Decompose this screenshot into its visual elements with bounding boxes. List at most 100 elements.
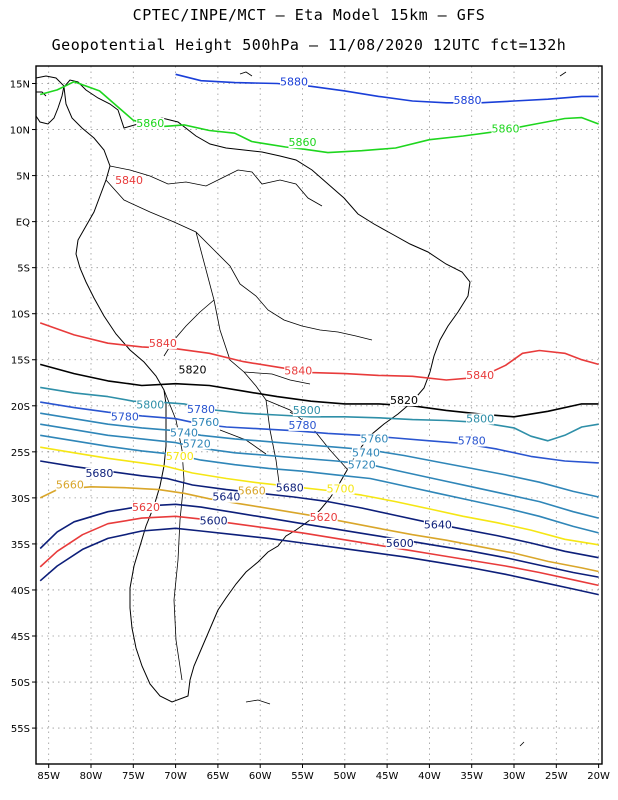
lon-tick-label: 35W (460, 771, 483, 782)
contour-label-5660: 5660 (56, 479, 84, 492)
lon-tick-label: 20W (587, 771, 610, 782)
contour-label-bg (453, 94, 482, 106)
contour-label-bg (309, 511, 338, 523)
lat-tick-label: 45S (11, 632, 30, 643)
lat-tick-label: 10S (11, 310, 30, 321)
contour-label-5740: 5740 (170, 426, 198, 439)
contour-label-bg (186, 404, 215, 416)
lat-tick-label: 15S (11, 356, 30, 367)
contour-label-bg (280, 76, 309, 88)
contour-label-bg (423, 519, 452, 531)
contour-label-5860: 5860 (136, 117, 164, 130)
lat-tick-label: 5N (16, 172, 30, 183)
lon-tick-label: 65W (207, 771, 230, 782)
country-borders (105, 165, 373, 681)
contour-label-bg (466, 413, 495, 425)
contour-label-5800: 5800 (136, 399, 164, 412)
contour-label-bg (360, 433, 389, 445)
contour-label-bg (178, 364, 207, 376)
contour-label-bg (115, 174, 144, 186)
contour-label-5640: 5640 (424, 518, 452, 531)
contour-5860 (39, 80, 599, 154)
central-america-coastline (35, 75, 65, 125)
contour-label-bg (275, 482, 304, 494)
contour-5660 (39, 486, 599, 573)
contour-label-5780: 5780 (187, 403, 215, 416)
contour-label-5780: 5780 (111, 411, 139, 424)
contour-label-5760: 5760 (191, 416, 219, 429)
contour-label-5880: 5880 (453, 94, 481, 107)
contour-label-5840: 5840 (149, 337, 177, 350)
contour-label-5660: 5660 (238, 484, 266, 497)
islands (239, 71, 567, 747)
contour-5820 (39, 363, 599, 418)
contour-label-bg (385, 537, 414, 549)
contour-label-5800: 5800 (293, 404, 321, 417)
contour-label-5600: 5600 (200, 515, 228, 528)
lat-tick-label: 20S (11, 402, 30, 413)
lat-tick-label: 30S (11, 494, 30, 505)
contour-label-5680: 5680 (276, 482, 304, 495)
contour-label-bg (136, 117, 165, 129)
contour-label-bg (182, 438, 211, 450)
lat-tick-label: 5S (17, 264, 30, 275)
lon-tick-label: 80W (80, 771, 103, 782)
contour-label-5820: 5820 (390, 394, 418, 407)
contour-label-bg (199, 515, 228, 527)
lat-tick-label: 15N (10, 79, 30, 90)
contour-5880 (175, 73, 599, 104)
contour-label-5780: 5780 (289, 419, 317, 432)
lon-tick-label: 25W (545, 771, 568, 782)
contour-label-5840: 5840 (115, 174, 143, 187)
lat-tick-label: 55S (11, 724, 30, 735)
contour-label-bg (347, 459, 376, 471)
contour-label-5860: 5860 (289, 136, 317, 149)
lon-tick-label: 30W (503, 771, 526, 782)
contour-label-bg (351, 447, 380, 459)
contour-label-bg (491, 123, 520, 135)
lon-tick-label: 85W (37, 771, 60, 782)
contour-label-bg (457, 435, 486, 447)
contour-5760 (40, 412, 599, 498)
contour-lines (39, 73, 599, 596)
contour-label-5760: 5760 (360, 433, 388, 446)
contour-label-bg (390, 395, 419, 407)
contour-label-5640: 5640 (212, 491, 240, 504)
contour-label-5620: 5620 (132, 501, 160, 514)
contour-label-bg (131, 501, 160, 513)
south-america-coastline (63, 79, 471, 703)
lat-tick-label: 40S (11, 586, 30, 597)
contour-label-bg (110, 411, 139, 423)
lon-tick-label: 55W (291, 771, 314, 782)
contour-label-bg (55, 479, 84, 491)
contour-label-bg (466, 370, 495, 382)
contour-label-5840: 5840 (466, 369, 494, 382)
lon-tick-label: 40W (418, 771, 441, 782)
contour-label-5720: 5720 (183, 437, 211, 450)
contour-label-bg (136, 399, 165, 411)
lat-tick-label: 25S (11, 448, 30, 459)
longitude-tick-labels: 85W 80W 75W 70W 65W 60W 55W 50W 45W 40W 35W 30W 25W 2… (37, 764, 610, 782)
contour-label-5860: 5860 (492, 122, 520, 135)
contour-label-bg (292, 405, 321, 417)
lon-tick-label: 45W (376, 771, 399, 782)
lat-tick-label: EQ (16, 218, 30, 229)
contour-label-5720: 5720 (348, 458, 376, 471)
contour-label-5740: 5740 (352, 447, 380, 460)
map-frame (35, 65, 603, 765)
lon-tick-label: 50W (333, 771, 356, 782)
contour-5640 (39, 503, 599, 578)
lon-tick-label: 75W (122, 771, 145, 782)
contour-labels: 5880 5880 5860 5860 5860 5840 5840 5840 5840 5820… (55, 75, 520, 550)
contour-5680 (40, 460, 599, 559)
latitude-tick-labels: 15N 10N 5N EQ 5S 10S 15S 20S 25S 30S 35S 40S 45S 50S 5… (10, 79, 36, 735)
contour-label-5780: 5780 (458, 435, 486, 448)
contour-5740 (40, 423, 599, 519)
contour-5620 (39, 515, 599, 587)
chart-title-line2: Geopotential Height 500hPa – 11/08/2020 … (51, 36, 567, 54)
contour-label-5700: 5700 (166, 450, 194, 463)
contour-label-5880: 5880 (280, 75, 308, 88)
contour-label-5620: 5620 (310, 511, 338, 524)
contour-5600 (39, 527, 599, 596)
